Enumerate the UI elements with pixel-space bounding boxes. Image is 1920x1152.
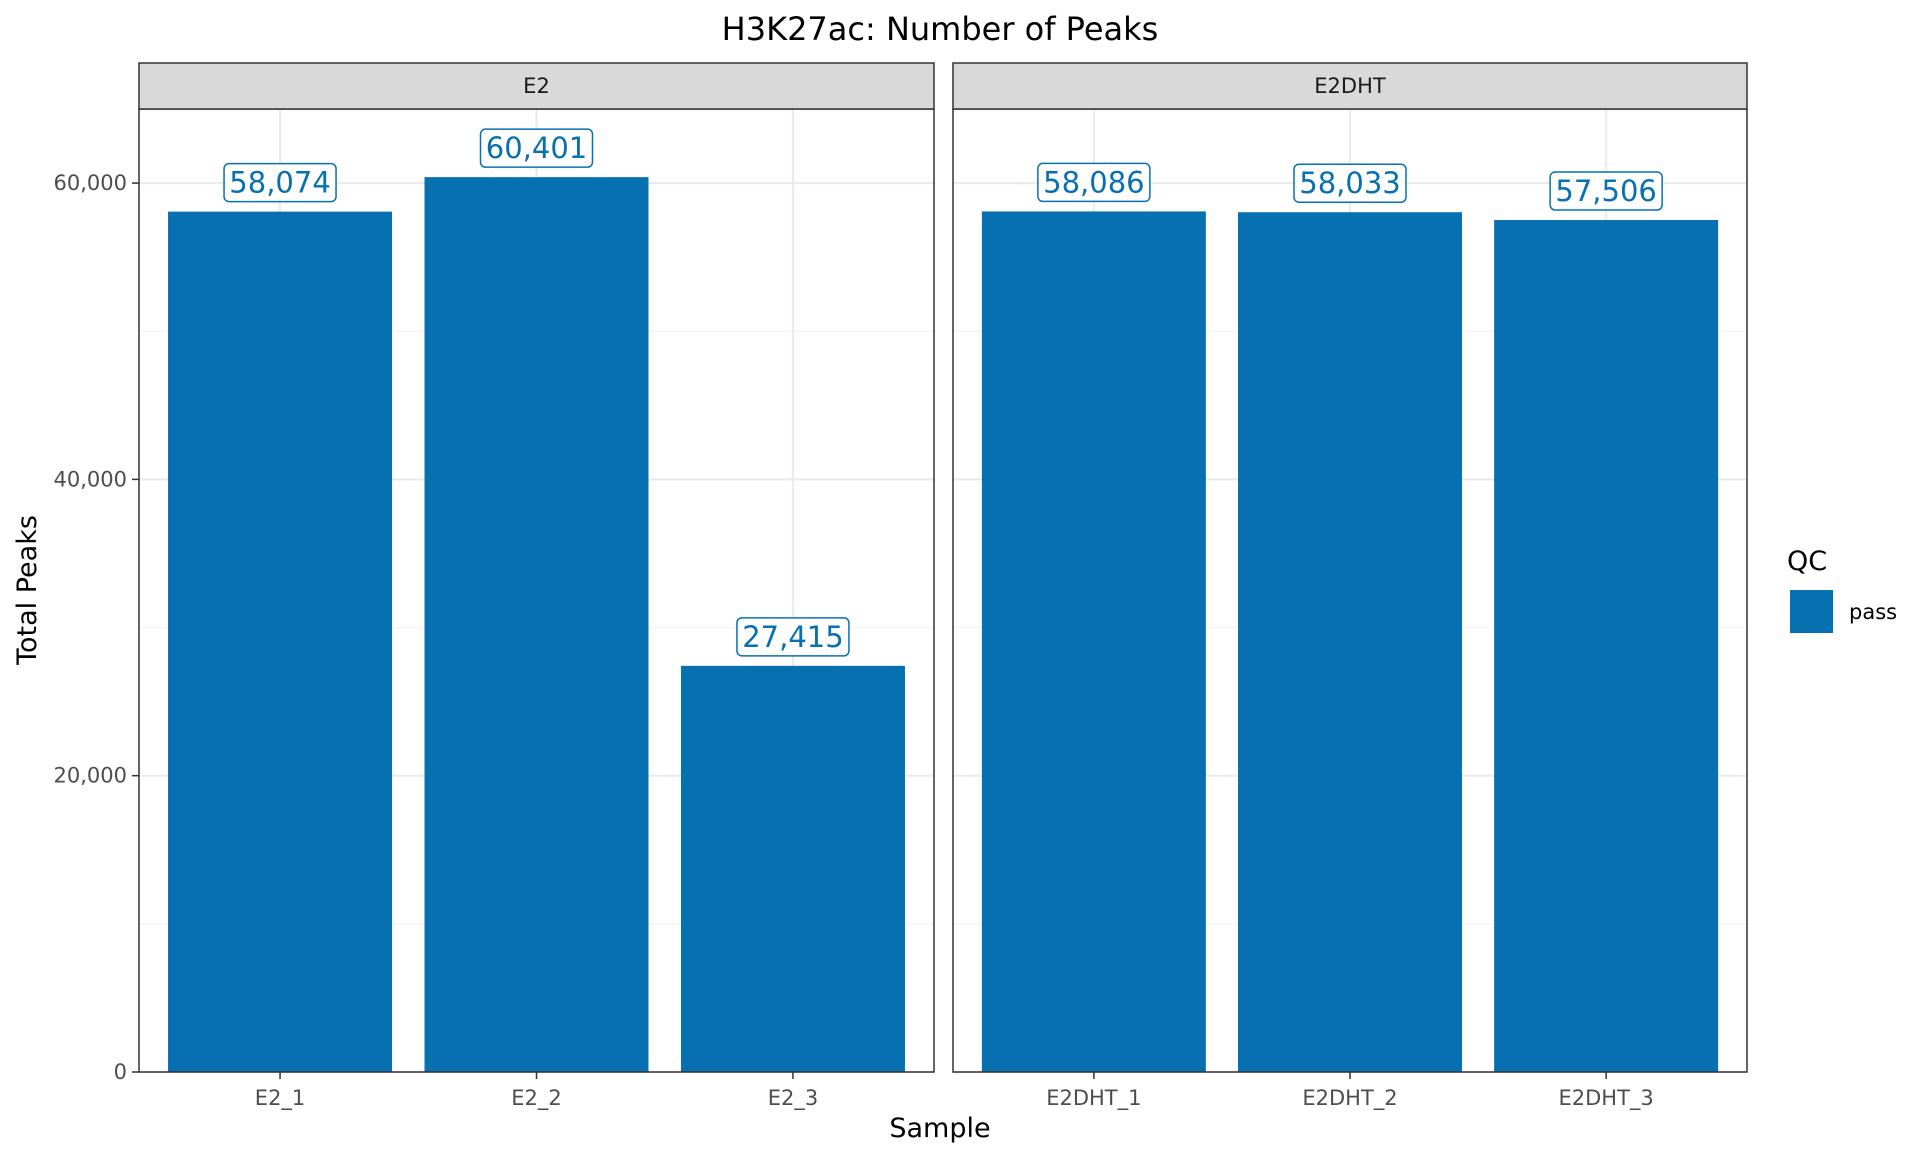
data-label-box: [1037, 162, 1151, 203]
data-label-E2_1: 58,074: [229, 166, 330, 200]
data-label-E2_3: 27,415: [742, 620, 843, 654]
x-tick-label-E2_2: E2_2: [511, 1086, 562, 1111]
legend-title: QC: [1787, 546, 1827, 577]
x-tick-label-E2_1: E2_1: [255, 1086, 306, 1111]
y-tick-label: 0: [114, 1060, 127, 1084]
data-label-E2_2: 60,401: [486, 131, 587, 165]
data-label-box: [1549, 171, 1663, 211]
y-tick-label: 60,000: [54, 171, 127, 195]
facet-strip: [138, 62, 935, 110]
data-label-E2DHT_1: 58,086: [1043, 165, 1144, 199]
y-tick-label: 40,000: [54, 467, 127, 491]
data-label-box: [736, 617, 850, 657]
data-label-box: [1293, 163, 1407, 203]
x-tick-label-E2DHT_2: E2DHT_2: [1302, 1086, 1397, 1111]
legend-label: pass: [1849, 600, 1897, 624]
facet-strip: [952, 62, 1748, 110]
data-label-E2DHT_2: 58,033: [1299, 166, 1400, 200]
facet-strip-label: E2DHT: [1314, 74, 1386, 98]
legend-key-pass: [1790, 590, 1833, 633]
plot-area: 58,074 60,401 27,415 E2 E2_1 E2_2 E2_3 58,086 58…: [54, 62, 1748, 1111]
chart-title: H3K27ac: Number of Peaks: [722, 10, 1159, 48]
data-label-box: [223, 162, 337, 203]
x-tick-label-E2DHT_3: E2DHT_3: [1558, 1086, 1653, 1111]
y-axis-title: Total Peaks: [12, 515, 43, 666]
facet-strip-label: E2: [523, 74, 550, 98]
x-axis-title: Sample: [889, 1113, 990, 1144]
legend: QC pass: [1787, 546, 1897, 633]
bar-E2_2: [424, 177, 649, 1072]
bar-E2DHT_1: [981, 211, 1206, 1072]
bar-E2_3: [680, 665, 905, 1072]
data-label-box: [479, 128, 594, 168]
bar-E2DHT_2: [1238, 212, 1462, 1073]
x-tick-label-E2DHT_1: E2DHT_1: [1046, 1086, 1141, 1111]
data-label-E2DHT_3: 57,506: [1555, 174, 1656, 208]
bar-E2_1: [168, 211, 393, 1073]
y-tick-label: 20,000: [54, 764, 127, 788]
bar-E2DHT_3: [1494, 220, 1719, 1072]
x-tick-label-E2_3: E2_3: [768, 1086, 819, 1111]
